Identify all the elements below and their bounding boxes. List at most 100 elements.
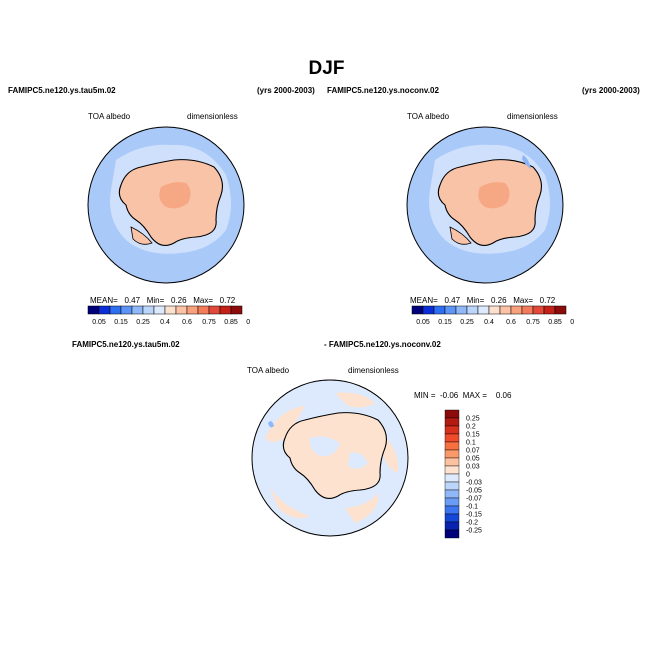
colorbar-swatch bbox=[554, 305, 567, 315]
left-min-label: Min= bbox=[146, 296, 165, 305]
colorbar-swatch bbox=[230, 305, 243, 315]
right-mean-label: MEAN= bbox=[410, 296, 438, 305]
colorbar-swatch bbox=[422, 305, 435, 315]
map-border bbox=[406, 126, 564, 284]
colorbar-tick-label: 0.6 bbox=[182, 319, 192, 326]
colorbar-swatch bbox=[444, 441, 460, 451]
right-min-label: Min= bbox=[466, 296, 485, 305]
colorbar-tick-label: -0.03 bbox=[466, 480, 482, 487]
right-colorbar: 0.05 0.15 0.25 0.4 0.6 0.75 0.85 0.95 bbox=[411, 305, 574, 326]
diff-min-label: MIN = bbox=[414, 391, 436, 400]
ross-ice-shelf-region bbox=[449, 226, 472, 245]
colorbar-tick-label: 0.25 bbox=[466, 416, 480, 423]
colorbar-swatch bbox=[153, 305, 166, 315]
colorbar-tick-label: 0.05 bbox=[92, 319, 106, 326]
left-max-label: Max= bbox=[193, 296, 213, 305]
colorbar-tick-label: 0.25 bbox=[136, 319, 150, 326]
diff-stats: MIN = -0.06 MAX = 0.06 bbox=[414, 391, 511, 400]
positive-difference-patch bbox=[270, 488, 310, 519]
colorbar-swatch bbox=[197, 305, 210, 315]
colorbar-swatch bbox=[186, 305, 199, 315]
colorbar-swatch bbox=[444, 433, 460, 443]
colorbar-tick-label: 0.95 bbox=[570, 319, 574, 326]
colorbar-swatch bbox=[444, 497, 460, 507]
right-years-label: (yrs 2000-2003) bbox=[582, 86, 640, 95]
colorbar-swatch bbox=[444, 505, 460, 515]
colorbar-swatch bbox=[444, 489, 460, 499]
colorbar-tick-label: 0.15 bbox=[466, 432, 480, 439]
colorbar-swatch bbox=[208, 305, 221, 315]
left-mean-label: MEAN= bbox=[90, 296, 118, 305]
left-min-value: 0.26 bbox=[170, 296, 187, 305]
right-variable-label: TOA albedo bbox=[407, 112, 450, 121]
positive-difference-patch bbox=[265, 406, 305, 442]
diff-units-label: dimensionless bbox=[348, 366, 399, 375]
colorbar-tick-label: 0.15 bbox=[114, 319, 128, 326]
antarctica-continent bbox=[282, 412, 387, 499]
figure-title: DJF bbox=[308, 58, 345, 79]
colorbar-tick-label: 0.85 bbox=[224, 319, 238, 326]
colorbar-tick-label: 0.2 bbox=[466, 424, 476, 431]
colorbar-swatch bbox=[142, 305, 155, 315]
diff-polar-map bbox=[251, 379, 409, 537]
right-polar-map bbox=[406, 126, 564, 284]
colorbar-swatch bbox=[411, 305, 424, 315]
colorbar-swatch bbox=[175, 305, 188, 315]
colorbar-tick-label: -0.2 bbox=[466, 520, 478, 527]
ocean-low-albedo-patch bbox=[522, 155, 531, 169]
colorbar-tick-label: -0.15 bbox=[466, 512, 482, 519]
colorbar-tick-label: -0.25 bbox=[466, 528, 482, 535]
colorbar-swatch bbox=[488, 305, 501, 315]
right-case-label: FAMIPC5.ne120.ys.noconv.02 bbox=[327, 86, 439, 95]
colorbar-tick-label: 0.05 bbox=[466, 456, 480, 463]
left-years-label: (yrs 2000-2003) bbox=[257, 86, 315, 95]
colorbar-swatch bbox=[444, 529, 460, 539]
colorbar-tick-label: 0.07 bbox=[466, 448, 480, 455]
colorbar-tick-label: 0.6 bbox=[506, 319, 516, 326]
colorbar-swatch bbox=[131, 305, 144, 315]
colorbar-tick-label: 0.75 bbox=[526, 319, 540, 326]
left-variable-label: TOA albedo bbox=[88, 112, 131, 121]
colorbar-tick-label: 0.85 bbox=[548, 319, 562, 326]
colorbar-tick-label: -0.1 bbox=[466, 504, 478, 511]
colorbar-swatch bbox=[444, 465, 460, 475]
colorbar-swatch bbox=[219, 305, 232, 315]
right-max-label: Max= bbox=[513, 296, 533, 305]
colorbar-tick-label: 0.4 bbox=[160, 319, 170, 326]
diff-variable-label: TOA albedo bbox=[247, 366, 290, 375]
right-min-value: 0.26 bbox=[490, 296, 507, 305]
colorbar-swatch bbox=[532, 305, 545, 315]
left-polar-map bbox=[87, 126, 245, 284]
diff-max-label: MAX = bbox=[462, 391, 487, 400]
colorbar-swatch bbox=[164, 305, 177, 315]
colorbar-tick-label: 0.25 bbox=[460, 319, 474, 326]
colorbar-swatch bbox=[444, 473, 460, 483]
colorbar-swatch bbox=[433, 305, 446, 315]
diff-min-value: -0.06 bbox=[440, 391, 459, 400]
colorbar-swatch bbox=[444, 417, 460, 427]
diff-max-value: 0.06 bbox=[495, 391, 512, 400]
east-antarctic-plateau-high-albedo bbox=[478, 182, 510, 209]
colorbar-tick-label: -0.07 bbox=[466, 496, 482, 503]
colorbar-swatch bbox=[444, 305, 457, 315]
colorbar-swatch bbox=[444, 449, 460, 459]
colorbar-tick-label: 0.75 bbox=[202, 319, 216, 326]
near-zero-interior-patch bbox=[348, 452, 368, 469]
colorbar-tick-label: 0.4 bbox=[484, 319, 494, 326]
diff-colorbar: 0.250.20.150.10.070.050.030-0.03-0.05-0.… bbox=[444, 409, 482, 539]
colorbar-swatch bbox=[499, 305, 512, 315]
diff-case-b-label: - FAMIPC5.ne120.ys.noconv.02 bbox=[324, 340, 441, 349]
colorbar-tick-label: 0.1 bbox=[466, 440, 476, 447]
colorbar-swatch bbox=[466, 305, 479, 315]
diff-case-a-label: FAMIPC5.ne120.ys.tau5m.02 bbox=[72, 340, 180, 349]
map-border bbox=[251, 379, 409, 537]
colorbar-tick-label: 0 bbox=[466, 472, 470, 479]
left-units-label: dimensionless bbox=[187, 112, 238, 121]
positive-difference-patch bbox=[335, 392, 375, 408]
negative-difference-patch bbox=[268, 421, 274, 428]
right-stats: MEAN= 0.47 Min= 0.26 Max= 0.72 bbox=[410, 296, 555, 305]
left-stats: MEAN= 0.47 Min= 0.26 Max= 0.72 bbox=[90, 296, 235, 305]
colorbar-swatch bbox=[98, 305, 111, 315]
colorbar-swatch bbox=[444, 409, 460, 419]
colorbar-swatch bbox=[521, 305, 534, 315]
